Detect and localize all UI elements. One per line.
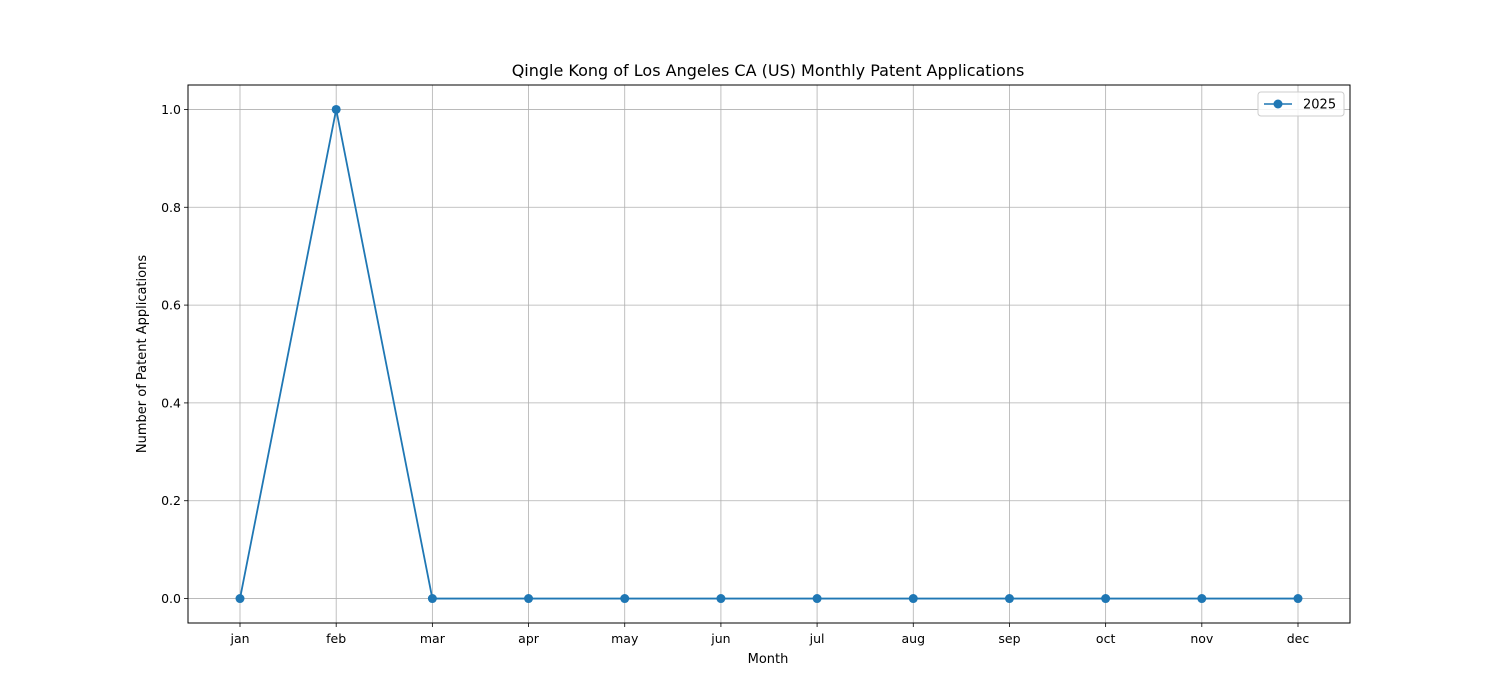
y-tick-label: 0.2 bbox=[161, 493, 181, 508]
x-tick-label: nov bbox=[1190, 631, 1214, 646]
data-point-jan bbox=[236, 594, 245, 603]
x-tick-label: sep bbox=[998, 631, 1020, 646]
data-point-jun bbox=[716, 594, 725, 603]
x-tick-label: jun bbox=[710, 631, 730, 646]
y-axis-label: Number of Patent Applications bbox=[135, 255, 150, 453]
series-group bbox=[236, 105, 1303, 603]
series-line bbox=[240, 109, 1298, 598]
data-point-feb bbox=[332, 105, 341, 114]
chart-title: Qingle Kong of Los Angeles CA (US) Month… bbox=[512, 61, 1025, 80]
x-tick-label: oct bbox=[1096, 631, 1116, 646]
legend: 2025 bbox=[1258, 92, 1344, 116]
data-point-nov bbox=[1197, 594, 1206, 603]
data-point-may bbox=[620, 594, 629, 603]
data-point-dec bbox=[1294, 594, 1303, 603]
y-tick-label: 0.6 bbox=[161, 298, 181, 313]
x-tick-label: jul bbox=[809, 631, 825, 646]
y-tick-label: 0.0 bbox=[161, 591, 181, 606]
x-tick-label: mar bbox=[420, 631, 446, 646]
y-tick-label: 0.8 bbox=[161, 200, 181, 215]
data-point-aug bbox=[909, 594, 918, 603]
axis-ticks: jan feb mar apr may jun jul aug sep oct nov dec 0.0 0… bbox=[161, 102, 1309, 646]
x-tick-label: jan bbox=[229, 631, 249, 646]
data-point-mar bbox=[428, 594, 437, 603]
y-tick-label: 0.4 bbox=[161, 395, 181, 410]
data-point-sep bbox=[1005, 594, 1014, 603]
plot-frame bbox=[188, 85, 1350, 623]
x-tick-label: feb bbox=[326, 631, 346, 646]
x-tick-label: dec bbox=[1287, 631, 1310, 646]
x-tick-label: may bbox=[611, 631, 639, 646]
data-point-apr bbox=[524, 594, 533, 603]
grid bbox=[188, 85, 1350, 623]
x-tick-label: apr bbox=[518, 631, 540, 646]
y-tick-label: 1.0 bbox=[161, 102, 181, 117]
data-point-jul bbox=[813, 594, 822, 603]
x-axis-label: Month bbox=[748, 652, 789, 667]
legend-marker bbox=[1274, 100, 1283, 109]
data-point-oct bbox=[1101, 594, 1110, 603]
legend-label: 2025 bbox=[1303, 98, 1336, 113]
x-tick-label: aug bbox=[902, 631, 926, 646]
